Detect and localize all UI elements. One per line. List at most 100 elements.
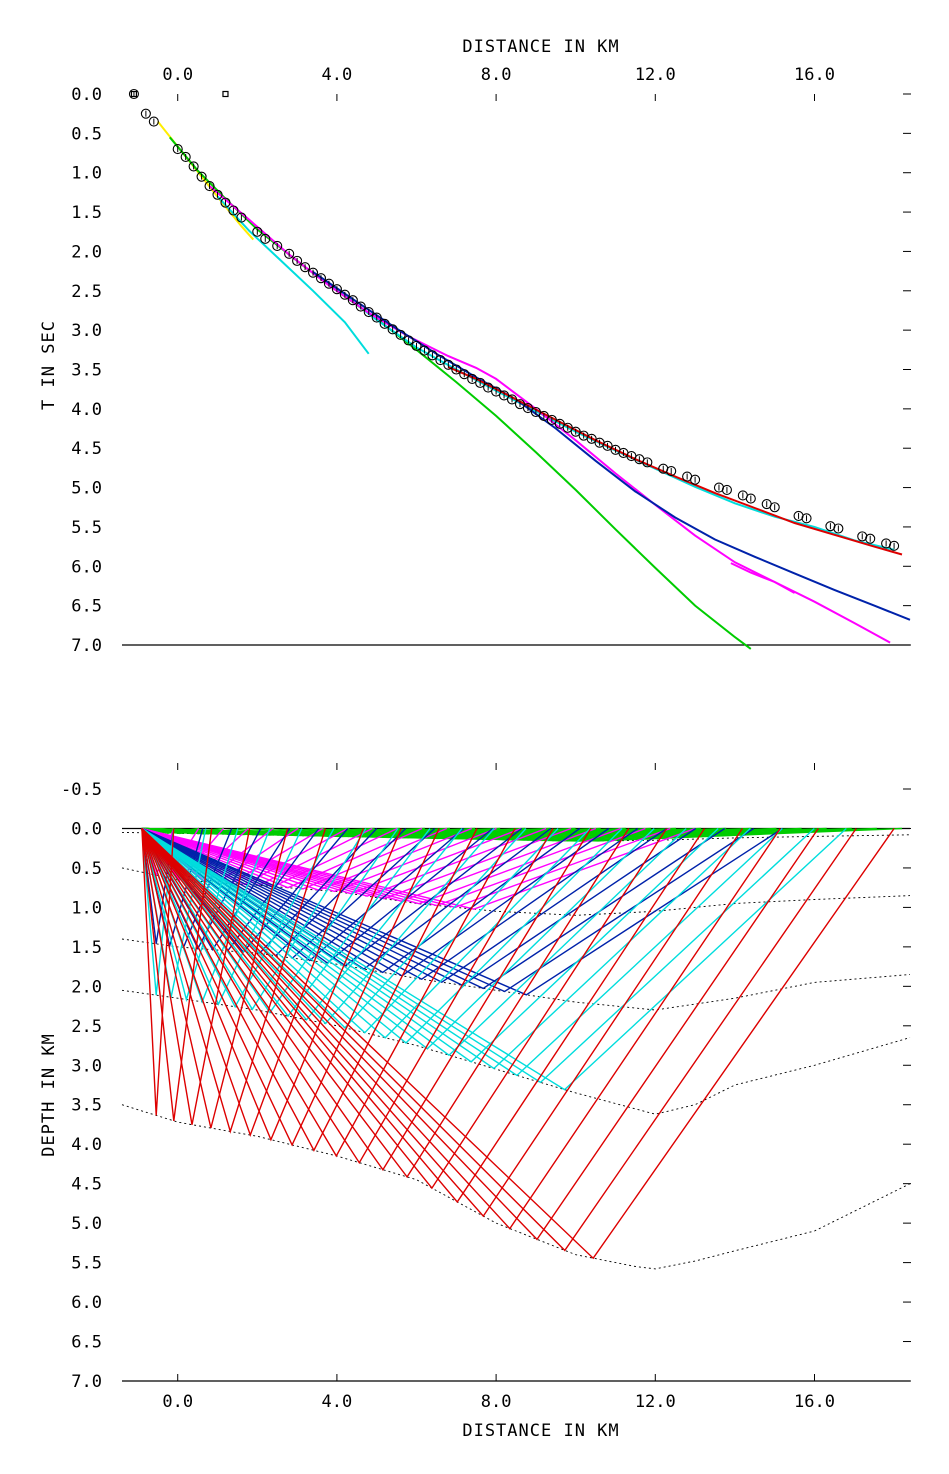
- pick-marker: [475, 377, 486, 388]
- model-boundary: [121, 938, 911, 1011]
- ray-path: [141, 827, 755, 993]
- pick-marker: [514, 399, 526, 410]
- pick-marker: [411, 340, 422, 351]
- travel-time-curve: [169, 136, 752, 650]
- travel-time-curve: [216, 195, 370, 355]
- ray-path: [141, 828, 239, 1003]
- y-tick-label: 7.0: [71, 1372, 102, 1392]
- pick-marker: [427, 350, 438, 361]
- travel-time-curve: [312, 271, 895, 551]
- pick-marker: [538, 410, 549, 421]
- ray-path: [141, 828, 527, 1029]
- pick-marker: [721, 484, 732, 495]
- ray-path: [141, 827, 655, 1050]
- pick-marker: [323, 278, 334, 289]
- ray-path: [141, 828, 706, 1204]
- offscale-marker: [130, 90, 138, 98]
- ray-path: [141, 827, 497, 893]
- pick-marker: [252, 226, 263, 237]
- pick-marker: [491, 386, 502, 397]
- y-tick-label: 6.0: [71, 1293, 102, 1313]
- ray-path: [141, 828, 367, 1011]
- pick-marker: [562, 422, 573, 433]
- pick-marker: [371, 312, 382, 323]
- y-tick-label: 2.5: [71, 1017, 102, 1037]
- ray-path: [141, 827, 668, 984]
- bottom-x-axis-title: DISTANCE IN KM: [462, 1421, 619, 1441]
- pick-marker: [522, 403, 533, 414]
- ray-path: [141, 827, 687, 1057]
- pick-marker: [483, 382, 494, 393]
- pick-marker: [865, 533, 876, 544]
- pick-marker: [642, 457, 653, 468]
- observed-picks: [128, 88, 900, 551]
- top-y-axis-ticks: 0.0 0.5 1.0 1.5 2.0 2.5 3.0 3.5 4.0 4.5 5.0 5.5 6.0 6…: [71, 85, 911, 656]
- ray-path: [141, 828, 554, 1165]
- pick-marker: [284, 248, 295, 259]
- pick-marker: [666, 465, 677, 477]
- pick-marker: [204, 181, 215, 192]
- ray-path: [141, 828, 440, 1147]
- model-boundary: [121, 1104, 911, 1270]
- pick-marker: [355, 301, 366, 312]
- pick-marker: [272, 240, 283, 251]
- travel-time-curves: [157, 120, 911, 650]
- ray-path: [141, 828, 289, 1129]
- ray-path: [141, 828, 819, 1241]
- pick-marker: [554, 418, 565, 429]
- pick-marker: [315, 273, 327, 284]
- ray-path: [141, 828, 516, 1158]
- travel-time-panel: DISTANCE IN KM 0.0 4.0 8.0 12.0 16.0 0.0 0.5 1…: [39, 37, 911, 656]
- pick-marker: [395, 329, 406, 340]
- pick-marker: [586, 433, 597, 444]
- ray-path: [141, 827, 895, 1260]
- ray-path: [141, 828, 857, 1252]
- ray-path: [141, 828, 781, 1230]
- ray-path: [141, 828, 327, 1134]
- pick-marker: [570, 426, 581, 437]
- ray-path: [141, 827, 547, 897]
- bottom-x-axis-ticks: 0.0 4.0 8.0 12.0 16.0: [162, 763, 835, 1412]
- ray-path: [141, 827, 597, 902]
- top-x-axis-ticks: 0.0 4.0 8.0 12.0 16.0: [162, 65, 835, 101]
- y-tick-label: 1.0: [71, 898, 102, 918]
- y-tick-label: 2.5: [71, 282, 102, 302]
- bottom-y-axis-title: DEPTH IN KM: [39, 1033, 59, 1157]
- y-tick-label: 0.0: [71, 85, 102, 105]
- y-tick-label: 2.0: [71, 977, 102, 997]
- ray-path: [141, 828, 431, 1018]
- offscale-marker: [222, 90, 229, 98]
- y-tick-label: 5.0: [71, 479, 102, 499]
- pick-marker: [435, 355, 446, 366]
- ray-path: [141, 827, 581, 974]
- pick-marker: [499, 390, 510, 401]
- x-tick-label: 12.0: [635, 1392, 676, 1412]
- pick-marker: [212, 189, 223, 200]
- ray-path: [141, 828, 251, 1125]
- y-tick-label: 1.5: [71, 203, 102, 223]
- pick-marker: [801, 513, 812, 524]
- ray-diagram-panel: 0.0 4.0 8.0 12.0 16.0 -0.5 0.0 0.5 1.0 1.5 2.0 2.5…: [39, 763, 911, 1441]
- pick-marker: [387, 324, 398, 335]
- ray-path: [141, 827, 903, 842]
- y-tick-label: 6.5: [71, 597, 102, 617]
- ray-paths: [141, 827, 903, 1260]
- ray-path: [141, 827, 623, 1044]
- ray-path: [141, 827, 559, 1034]
- y-tick-label: 4.0: [71, 1135, 102, 1155]
- y-tick-label: 5.5: [71, 1254, 102, 1274]
- y-tick-label: 3.5: [71, 361, 102, 381]
- pick-marker: [180, 151, 191, 163]
- x-tick-label: 8.0: [481, 1392, 512, 1412]
- y-tick-label: 5.5: [71, 518, 102, 538]
- pick-marker: [363, 306, 374, 318]
- pick-marker: [833, 523, 844, 534]
- ray-path: [141, 828, 303, 1006]
- pick-marker: [331, 284, 342, 295]
- pick-marker: [148, 116, 159, 127]
- ray-path: [141, 827, 423, 889]
- ray-path: [141, 828, 175, 1116]
- ray-path: [141, 828, 402, 1142]
- ray-path: [141, 827, 522, 895]
